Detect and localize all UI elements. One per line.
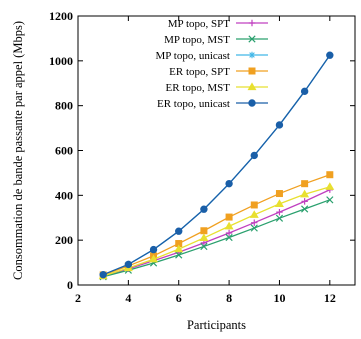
data-point xyxy=(249,210,259,218)
legend: MP topo, SPT MP topo, MST MP topo, unicast… xyxy=(156,18,268,110)
legend-marker xyxy=(248,51,256,59)
series-line xyxy=(103,199,331,278)
series-4 xyxy=(98,182,335,280)
y-axis-title: Consommation de bande passante par appel… xyxy=(11,21,25,280)
x-axis-title: Participants xyxy=(187,318,246,332)
series-line xyxy=(103,189,331,277)
y-tick-label: 1000 xyxy=(49,54,73,68)
y-tick-label: 800 xyxy=(55,99,73,113)
legend-item: ER topo, MST xyxy=(166,82,268,94)
series-3 xyxy=(99,171,334,279)
data-point xyxy=(326,171,334,179)
legend-label: MP topo, unicast xyxy=(156,50,230,62)
legend-item: MP topo, unicast xyxy=(156,50,268,62)
x-tick-label: 10 xyxy=(273,291,285,305)
data-point xyxy=(276,208,283,216)
legend-item: ER topo, SPT xyxy=(169,66,268,78)
legend-label: ER topo, SPT xyxy=(169,66,230,78)
y-tick-label: 200 xyxy=(55,233,73,247)
data-point xyxy=(174,244,184,253)
data-point xyxy=(175,251,183,259)
data-point xyxy=(300,189,310,198)
y-tick-label: 1200 xyxy=(49,9,73,23)
data-point xyxy=(326,51,334,59)
x-tick-label: 4 xyxy=(125,291,131,305)
x-tick-label: 6 xyxy=(176,291,182,305)
legend-label: MP topo, MST xyxy=(164,34,230,46)
series-layer xyxy=(98,51,335,281)
data-point xyxy=(124,260,133,269)
legend-label: ER topo, MST xyxy=(166,82,231,94)
data-point xyxy=(326,196,334,204)
data-point xyxy=(200,227,208,235)
data-point xyxy=(251,219,258,226)
data-point xyxy=(99,270,107,279)
series-5 xyxy=(99,51,334,279)
data-point xyxy=(325,182,335,190)
legend-marker xyxy=(247,82,257,91)
data-point xyxy=(225,213,233,221)
x-tick-label: 8 xyxy=(226,291,232,305)
data-point xyxy=(225,179,233,188)
data-point xyxy=(275,190,283,198)
legend-marker xyxy=(248,67,256,75)
y-tick-label: 600 xyxy=(55,144,73,158)
y-tick-label: 0 xyxy=(67,278,73,292)
data-point xyxy=(301,198,308,205)
legend-item: MP topo, MST xyxy=(164,34,268,46)
y-tick-label: 400 xyxy=(55,188,73,202)
data-point xyxy=(250,151,258,160)
legend-label: ER topo, unicast xyxy=(157,98,230,110)
data-point xyxy=(225,229,233,237)
data-point xyxy=(175,227,183,235)
data-point xyxy=(250,201,258,209)
legend-item: MP topo, SPT xyxy=(168,18,268,30)
data-point xyxy=(275,121,284,129)
x-tick-label: 12 xyxy=(324,291,336,305)
data-point xyxy=(199,233,209,242)
data-point xyxy=(200,205,208,213)
data-point xyxy=(225,233,233,242)
data-point xyxy=(149,245,158,254)
legend-marker xyxy=(248,99,256,107)
series-line xyxy=(102,54,331,276)
data-point xyxy=(300,87,309,96)
legend-marker xyxy=(248,19,256,27)
data-point xyxy=(250,224,258,232)
legend-marker xyxy=(248,35,256,43)
series-line xyxy=(102,174,331,276)
data-point xyxy=(224,221,234,230)
legend-item: ER topo, unicast xyxy=(157,98,268,110)
legend-label: MP topo, SPT xyxy=(168,18,231,30)
data-point xyxy=(301,205,309,213)
data-point xyxy=(149,254,159,263)
x-tick-label: 2 xyxy=(75,291,81,305)
data-point xyxy=(301,180,309,188)
data-point xyxy=(274,199,284,207)
axis-ticks: 2 4 6 8 10 12 0 200 400 600 800 1000 1200 xyxy=(49,9,355,305)
series-line xyxy=(102,186,331,277)
data-point xyxy=(200,242,208,251)
data-point xyxy=(275,214,284,222)
